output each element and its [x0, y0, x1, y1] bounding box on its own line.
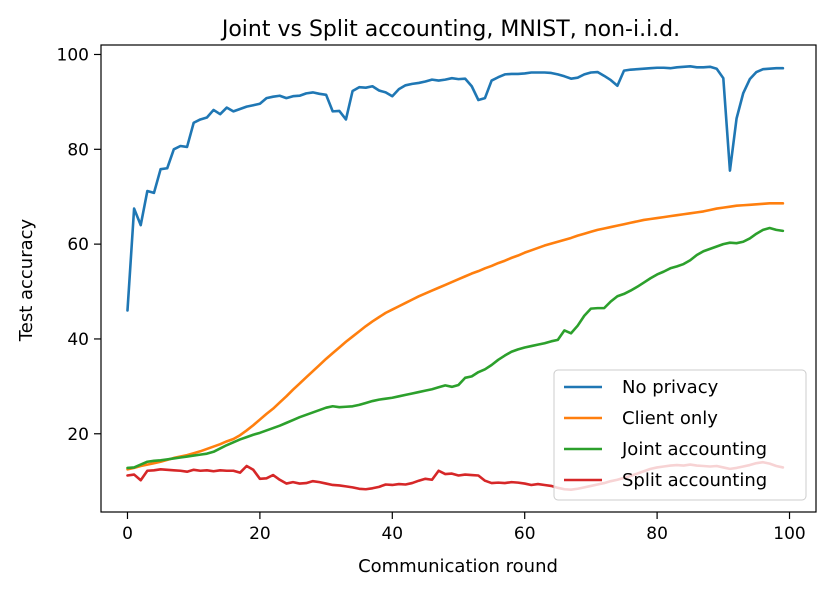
series-line-0	[126, 65, 785, 312]
x-tick-label-3: 60	[514, 524, 536, 544]
y-tick-label-2: 60	[67, 235, 89, 255]
y-tick-label-0: 20	[67, 425, 89, 445]
legend: No privacy Client only Joint accounting Spl…	[553, 369, 807, 501]
legend-label-3: Split accounting	[622, 470, 767, 491]
x-tick-label-1: 20	[249, 524, 271, 544]
ticks-layer: 0 20 40 60 80 100 20 40 60 80 100	[57, 45, 806, 544]
x-tick-label-2: 40	[381, 524, 403, 544]
axes-layer	[100, 44, 817, 513]
legend-label-1: Client only	[622, 408, 718, 429]
y-axis-label: Test accuracy	[16, 218, 37, 342]
legend-label-0: No privacy	[622, 377, 719, 398]
x-tick-label-0: 0	[122, 524, 133, 544]
y-tick-label-1: 40	[67, 330, 89, 350]
x-tick-label-4: 80	[646, 524, 668, 544]
series-line-1	[126, 202, 785, 471]
legend-label-2: Joint accounting	[621, 439, 767, 460]
legend-box	[553, 369, 807, 501]
plot-frame	[100, 44, 817, 513]
y-tick-label-4: 100	[57, 45, 89, 65]
y-tick-label-3: 80	[67, 140, 89, 160]
x-tick-label-5: 100	[773, 524, 805, 544]
x-axis-label: Communication round	[358, 556, 558, 577]
chart-title: Joint vs Split accounting, MNIST, non-i.…	[220, 17, 680, 42]
series-line-2	[126, 226, 785, 470]
